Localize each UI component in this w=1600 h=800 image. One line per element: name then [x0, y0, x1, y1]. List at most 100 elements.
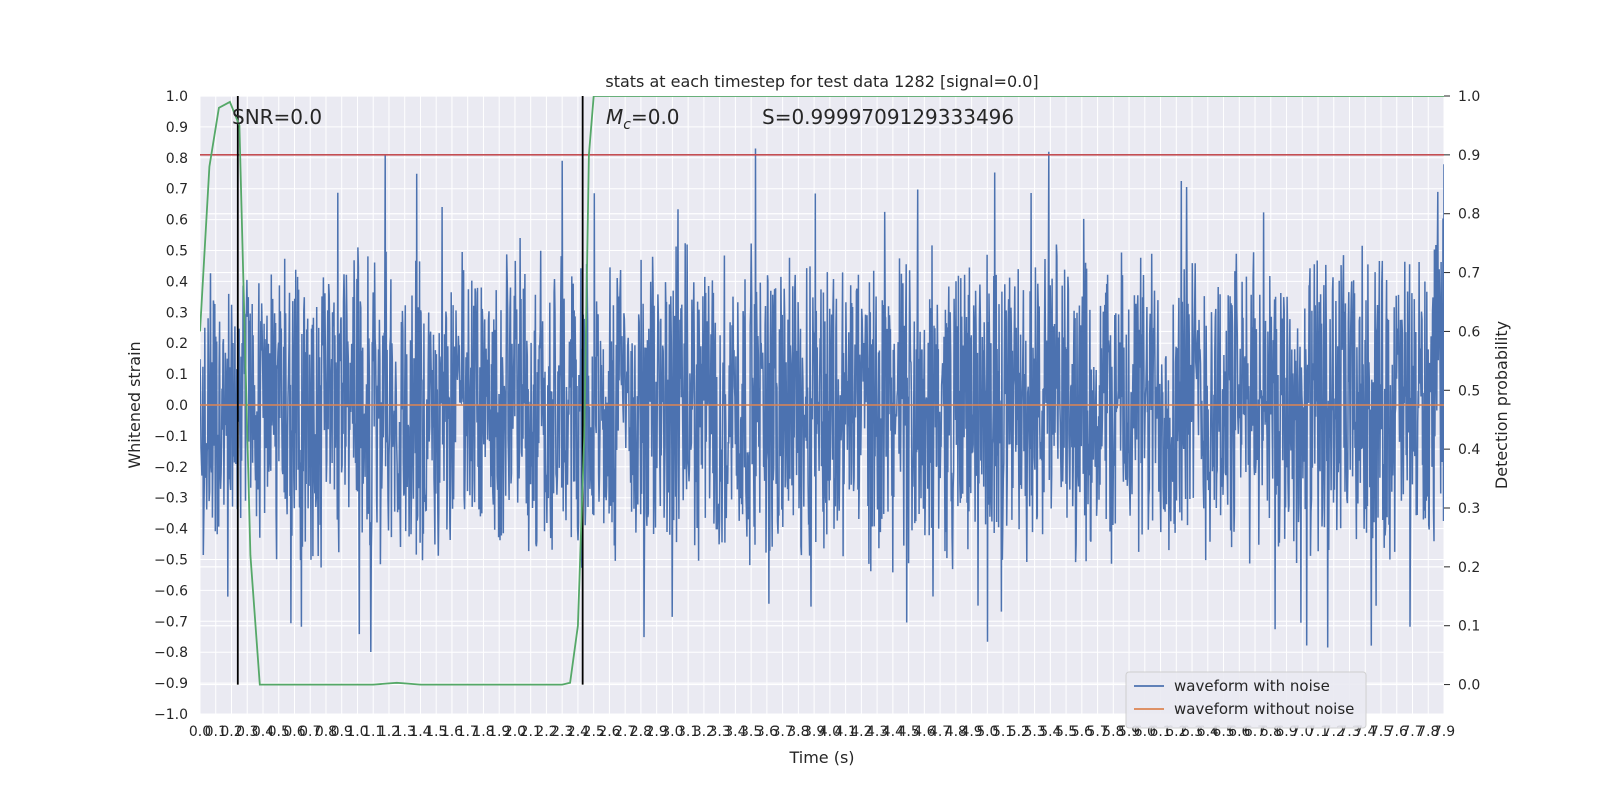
- x-tick-label: 0.4: [252, 724, 274, 740]
- x-tick-label: 1.9: [488, 724, 510, 740]
- y-tick-label: 0.3: [166, 305, 188, 321]
- x-tick-label: 3.5: [740, 724, 762, 740]
- x-tick-label: 4.8: [945, 724, 967, 740]
- plot-area: [199, 95, 1445, 715]
- x-tick-label: 5.1: [992, 724, 1014, 740]
- y-tick-label: 0.9: [166, 120, 188, 136]
- chirp-mass-value: =0.0: [631, 105, 680, 129]
- x-tick-label: 5.7: [1086, 724, 1108, 740]
- chirp-mass-subscript: c: [623, 117, 631, 133]
- x-tick-label: 5.6: [1071, 724, 1093, 740]
- x-tick-label: 7.8: [1417, 724, 1439, 740]
- x-tick-label: 1.7: [457, 724, 479, 740]
- y-tick-label: −0.7: [154, 614, 188, 630]
- y-axis-label: Whitened strain: [125, 341, 144, 468]
- x-tick-label: 4.5: [897, 724, 919, 740]
- x-tick-label: 3.7: [772, 724, 794, 740]
- right-y-tick-label: 1.0: [1458, 89, 1480, 105]
- x-tick-label: 0.9: [331, 724, 353, 740]
- detection-probability-line: [200, 96, 1444, 686]
- y-tick-label: 0.5: [166, 244, 188, 260]
- y-tick-label: 1.0: [166, 89, 188, 105]
- y-tick-labels: −1.0 −0.9 −0.8 −0.7 −0.6 −0.5 −0.4 −0.3 −0.2 −0.1…: [154, 89, 188, 723]
- x-tick-label: 4.0: [819, 724, 841, 740]
- x-tick-label: 3.6: [756, 724, 778, 740]
- x-tick-label: 3.2: [693, 724, 715, 740]
- x-tick-label: 1.1: [362, 724, 384, 740]
- x-tick-label: 3.4: [724, 724, 746, 740]
- x-tick-label: 7.6: [1386, 724, 1408, 740]
- x-tick-label: 5.5: [1055, 724, 1077, 740]
- right-y-tick-label: 0.2: [1458, 560, 1480, 576]
- right-y-tick-label: 0.0: [1458, 678, 1480, 694]
- snr-annotation: SNR=0.0: [232, 105, 322, 129]
- x-tick-label: 2.5: [583, 724, 605, 740]
- x-tick-label: 3.1: [677, 724, 699, 740]
- legend-label-noise: waveform with noise: [1174, 677, 1330, 695]
- y-tick-label: 0.8: [166, 151, 188, 167]
- x-tick-label: 2.2: [535, 724, 557, 740]
- x-tick-label: 5.2: [1008, 724, 1030, 740]
- right-y-tick-label: 0.5: [1458, 383, 1480, 399]
- legend-label-clean: waveform without noise: [1174, 700, 1354, 718]
- x-tick-label: 1.3: [394, 724, 416, 740]
- x-tick-label: 0.0: [189, 724, 211, 740]
- x-tick-label: 7.5: [1370, 724, 1392, 740]
- x-tick-label: 1.6: [441, 724, 463, 740]
- x-tick-label: 4.2: [850, 724, 872, 740]
- right-y-tick-label: 0.6: [1458, 324, 1480, 340]
- x-tick-label: 1.0: [346, 724, 368, 740]
- x-tick-label: 1.5: [425, 724, 447, 740]
- x-tick-label: 2.9: [646, 724, 668, 740]
- x-tick-label: 4.4: [882, 724, 904, 740]
- y-tick-label: −0.3: [154, 491, 188, 507]
- x-tick-label: 2.4: [567, 724, 589, 740]
- chart-title: stats at each timestep for test data 128…: [605, 72, 1038, 91]
- legend-box: [1125, 671, 1367, 729]
- x-tick-label: 0.2: [220, 724, 242, 740]
- right-y-tick-label: 0.1: [1458, 619, 1480, 635]
- x-axis-label: Time (s): [788, 748, 854, 767]
- y-tick-label: 0.0: [166, 398, 188, 414]
- right-y-tick-label: 0.9: [1458, 148, 1480, 164]
- y-tick-label: 0.4: [166, 274, 188, 290]
- y-tick-label: −0.8: [154, 645, 188, 661]
- x-tick-label: 4.7: [929, 724, 951, 740]
- waveform-with-noise-line: [200, 148, 1444, 653]
- x-tick-label: 2.6: [598, 724, 620, 740]
- x-tick-label: 2.3: [551, 724, 573, 740]
- x-tick-label: 2.7: [614, 724, 636, 740]
- x-tick-label: 3.8: [787, 724, 809, 740]
- right-y-tick-label: 0.8: [1458, 207, 1480, 223]
- y-tick-label: −1.0: [154, 707, 188, 723]
- y-tick-label: 0.2: [166, 336, 188, 352]
- x-tick-label: 2.8: [630, 724, 652, 740]
- y-tick-label: 0.1: [166, 367, 188, 383]
- x-tick-label: 5.8: [1102, 724, 1124, 740]
- y-gridlines: [200, 95, 1444, 715]
- right-y-tick-label: 0.3: [1458, 501, 1480, 517]
- x-tick-label: 7.7: [1401, 724, 1423, 740]
- x-tick-label: 0.1: [205, 724, 227, 740]
- legend: waveform with noise waveform without noi…: [1125, 671, 1367, 729]
- x-tick-label: 2.1: [520, 724, 542, 740]
- x-tick-label: 0.6: [283, 724, 305, 740]
- right-y-tick-labels: 0.0 0.1 0.2 0.3 0.4 0.5 0.6 0.7 0.8 0.9 1.0: [1444, 89, 1480, 694]
- chirp-mass-symbol: M: [606, 105, 623, 129]
- y-tick-label: −0.9: [154, 676, 188, 692]
- x-tick-label: 0.7: [299, 724, 321, 740]
- y-tick-label: −0.6: [154, 583, 188, 599]
- x-tick-label: 0.3: [236, 724, 258, 740]
- x-tick-label: 3.0: [661, 724, 683, 740]
- y-tick-label: −0.2: [154, 460, 188, 476]
- right-y-axis-label: Detection probability: [1492, 321, 1511, 489]
- y-tick-label: 0.6: [166, 213, 188, 229]
- x-tick-label: 4.9: [960, 724, 982, 740]
- x-tick-label: 1.8: [472, 724, 494, 740]
- y-tick-label: −0.5: [154, 553, 188, 569]
- x-tick-label: 4.6: [913, 724, 935, 740]
- x-tick-label: 4.1: [834, 724, 856, 740]
- x-tick-label: 1.4: [409, 724, 431, 740]
- x-tick-label: 3.3: [709, 724, 731, 740]
